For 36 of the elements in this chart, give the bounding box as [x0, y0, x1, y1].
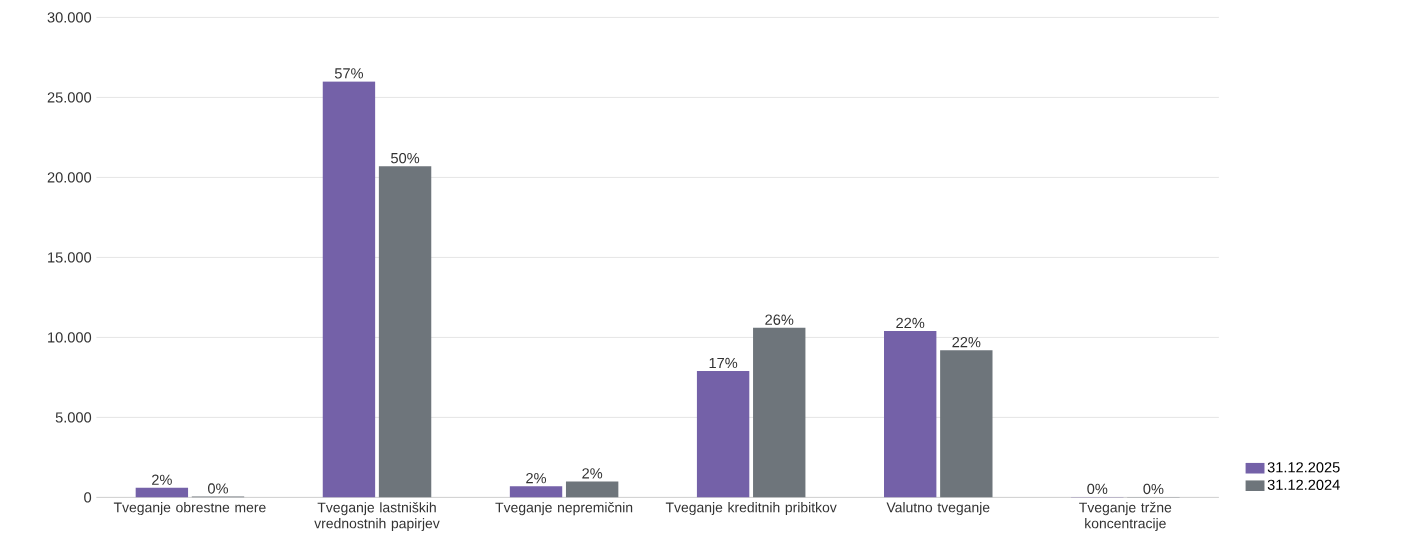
bar	[565, 481, 619, 498]
x-tick-label: Tveganje obrestne mere	[113, 502, 266, 516]
annotation: 2%	[526, 473, 547, 484]
bar	[753, 327, 806, 498]
annotation: 57%	[334, 68, 364, 79]
x-tick-label: Tveganje kreditnih pribitkov	[665, 502, 837, 516]
y-tick-label: 0	[84, 492, 92, 503]
x-tick-label: Tveganje tržne koncentracije	[1079, 502, 1172, 532]
bar	[135, 487, 189, 498]
annotation: 22%	[952, 337, 981, 348]
x-tick-label: Tveganje nepremičnin	[495, 502, 633, 516]
x-tick-label: Tveganje lastniških vrednostnih papirjev	[314, 502, 440, 532]
y-tick-label: 15.000	[48, 252, 92, 263]
bar	[884, 331, 937, 498]
annotation: 0%	[1087, 483, 1108, 494]
legend-label: 31.12.2024	[1267, 479, 1340, 490]
y-tick-label: 20.000	[47, 172, 92, 183]
bar	[940, 350, 993, 498]
annotation: 2%	[582, 468, 603, 479]
annotation: 26%	[765, 314, 794, 325]
annotation: 50%	[391, 152, 420, 164]
y-tick-label: 25.000	[47, 92, 92, 103]
bar	[322, 81, 376, 498]
y-tick-label: 5.000	[55, 412, 92, 423]
bar	[696, 371, 750, 498]
annotation: 22%	[896, 317, 925, 329]
legend-label: 31.12.2025	[1267, 462, 1340, 473]
bar	[378, 166, 432, 498]
annotation: 17%	[709, 357, 738, 369]
y-tick-label: 10.000	[48, 332, 92, 343]
bar	[509, 486, 563, 498]
annotation: 2%	[152, 474, 172, 485]
y-tick-label: 30.000	[47, 12, 92, 23]
x-tick-label: Valutno tveganje	[886, 502, 990, 516]
annotation: 0%	[208, 483, 229, 494]
annotation: 0%	[1143, 483, 1164, 495]
